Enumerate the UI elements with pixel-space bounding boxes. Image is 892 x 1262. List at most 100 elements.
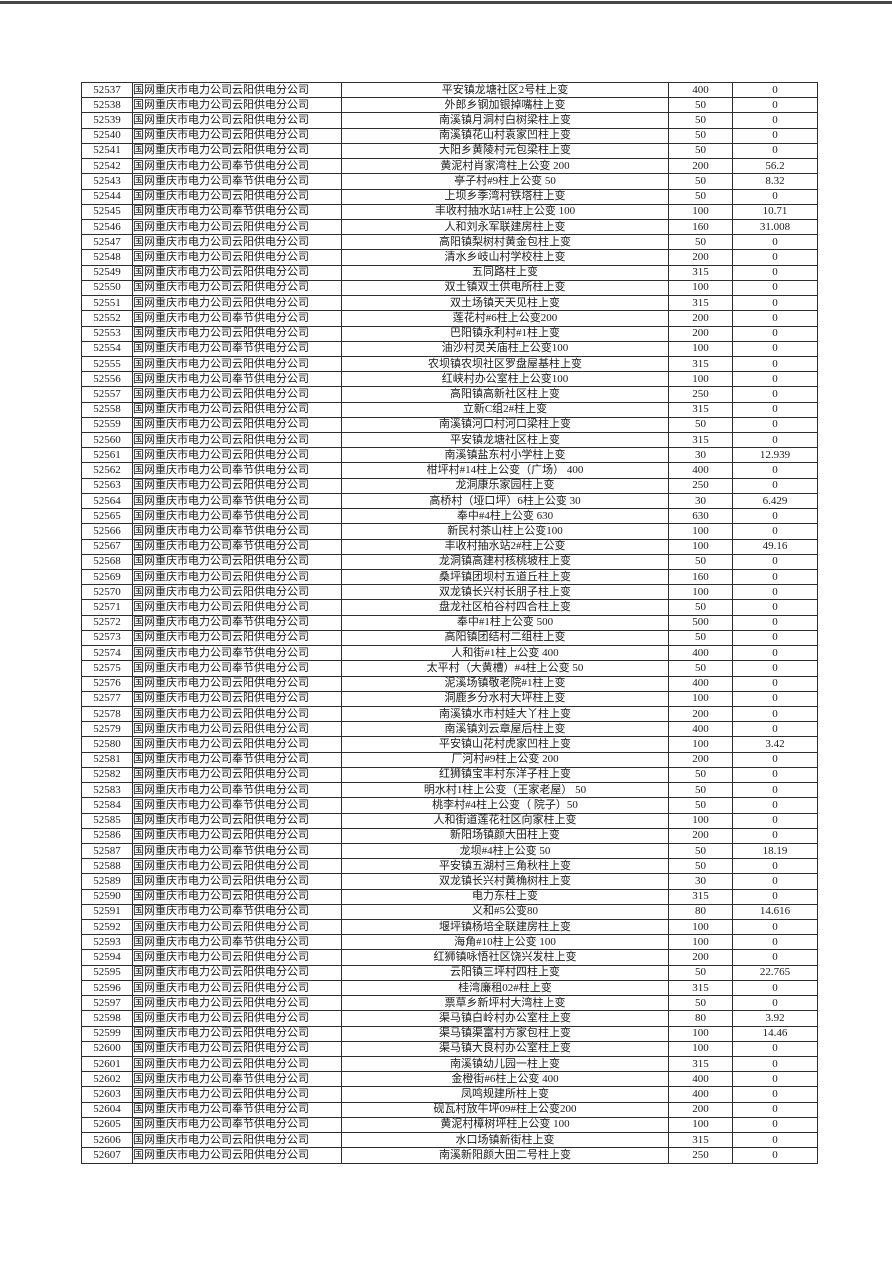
capacity-cell: 315: [668, 432, 733, 449]
value-cell: 0: [732, 675, 818, 692]
capacity-cell: 200: [668, 158, 733, 175]
station-name-cell: 平安镇五湖村三角秋柱上变: [341, 858, 669, 875]
row-id-cell: 52569: [81, 568, 133, 586]
table-body: 52537 国网重庆市电力公司云阳供电分公司 平安镇龙塘社区2号柱上变 400 0 525…: [81, 81, 818, 1164]
table-row: 52602 国网重庆市电力公司奉节供电分公司 金橙街#6柱上公变 400 400 0: [81, 1071, 818, 1088]
row-id-cell: 52573: [81, 629, 133, 647]
company-cell: 国网重庆市电力公司奉节供电分公司: [132, 173, 342, 190]
station-name-cell: 五同路柱上变: [341, 264, 669, 281]
value-cell: 0: [732, 660, 818, 677]
capacity-cell: 500: [668, 614, 733, 631]
row-id-cell: 52541: [81, 142, 133, 160]
station-name-cell: 高阳镇团结村二组柱上变: [341, 629, 669, 647]
table-row: 52559 国网重庆市电力公司云阳供电分公司 南溪镇河口村河口梁柱上变 50 0: [81, 416, 818, 434]
value-cell: 3.42: [732, 736, 818, 753]
row-id-cell: 52542: [81, 158, 133, 175]
table-row: 52551 国网重庆市电力公司云阳供电分公司 双土场镇天天见柱上变 315 0: [81, 295, 818, 312]
value-cell: 0: [732, 858, 818, 875]
station-name-cell: 人和刘永军联建房柱上变: [341, 218, 669, 236]
company-cell: 国网重庆市电力公司奉节供电分公司: [132, 934, 342, 951]
company-cell: 国网重庆市电力公司奉节供电分公司: [132, 340, 342, 357]
station-name-cell: 高桥村（垭口坪）6柱上公变 30: [341, 492, 669, 510]
value-cell: 0: [732, 888, 818, 905]
table-row: 52605 国网重庆市电力公司奉节供电分公司 黄泥村樟树坪柱上公变 100 100 0: [81, 1116, 818, 1134]
table-row: 52596 国网重庆市电力公司云阳供电分公司 桂湾廉租02#柱上变 315 0: [81, 979, 818, 997]
table-row: 52560 国网重庆市电力公司云阳供电分公司 平安镇龙塘社区柱上变 315 0: [81, 432, 818, 449]
row-id-cell: 52557: [81, 386, 133, 403]
capacity-cell: 315: [668, 888, 733, 905]
value-cell: 0: [732, 1147, 818, 1164]
station-name-cell: 黄泥村樟树坪柱上公变 100: [341, 1116, 669, 1134]
company-cell: 国网重庆市电力公司云阳供电分公司: [132, 432, 342, 449]
station-name-cell: 龙洞镇高建村核桃坡柱上变: [341, 553, 669, 571]
capacity-cell: 100: [668, 1116, 733, 1134]
table-row: 52542 国网重庆市电力公司奉节供电分公司 黄泥村肖家湾柱上公变 200 200 56…: [81, 158, 818, 175]
capacity-cell: 200: [668, 705, 733, 723]
capacity-cell: 100: [668, 812, 733, 829]
table-row: 52590 国网重庆市电力公司云阳供电分公司 电力东柱上变 315 0: [81, 888, 818, 905]
value-cell: 0: [732, 249, 818, 266]
station-name-cell: 双土镇双土供电所柱上变: [341, 279, 669, 297]
station-name-cell: 砚瓦村放牛坪09#柱上公变200: [341, 1101, 669, 1118]
capacity-cell: 80: [668, 1010, 733, 1027]
capacity-cell: 400: [668, 721, 733, 738]
row-id-cell: 52555: [81, 355, 133, 373]
power-transformer-table: 52537 国网重庆市电力公司云阳供电分公司 平安镇龙塘社区2号柱上变 400 0 525…: [81, 81, 818, 1164]
company-cell: 国网重庆市电力公司奉节供电分公司: [132, 1116, 342, 1134]
company-cell: 国网重庆市电力公司云阳供电分公司: [132, 919, 342, 936]
row-id-cell: 52568: [81, 553, 133, 571]
value-cell: 0: [732, 386, 818, 403]
value-cell: 0: [732, 705, 818, 723]
value-cell: 3.92: [732, 1010, 818, 1027]
station-name-cell: 南溪镇河口村河口梁柱上变: [341, 416, 669, 434]
row-id-cell: 52594: [81, 949, 133, 966]
value-cell: 0: [732, 751, 818, 768]
value-cell: 0: [732, 645, 818, 662]
station-name-cell: 南溪镇花山村袁家凹柱上变: [341, 127, 669, 144]
value-cell: 0: [732, 1116, 818, 1134]
value-cell: 0: [732, 1040, 818, 1058]
value-cell: 0: [732, 797, 818, 814]
station-name-cell: 渠马镇白岭村办公室柱上变: [341, 1010, 669, 1027]
table-row: 52545 国网重庆市电力公司奉节供电分公司 丰收村抽水站1#柱上公变 100 100…: [81, 203, 818, 220]
table-row: 52607 国网重庆市电力公司云阳供电分公司 南溪新阳颜大田二号柱上变 250 0: [81, 1147, 818, 1164]
company-cell: 国网重庆市电力公司云阳供电分公司: [132, 1086, 342, 1103]
station-name-cell: 新阳场镇颜大田柱上变: [341, 827, 669, 844]
table-row: 52595 国网重庆市电力公司云阳供电分公司 云阳镇三坪村四柱上变 50 22.765: [81, 964, 818, 981]
row-id-cell: 52540: [81, 127, 133, 144]
capacity-cell: 80: [668, 903, 733, 921]
company-cell: 国网重庆市电力公司奉节供电分公司: [132, 903, 342, 921]
value-cell: 0: [732, 827, 818, 844]
station-name-cell: 南溪新阳颜大田二号柱上变: [341, 1147, 669, 1164]
capacity-cell: 100: [668, 736, 733, 753]
company-cell: 国网重庆市电力公司云阳供电分公司: [132, 142, 342, 160]
capacity-cell: 100: [668, 538, 733, 555]
capacity-cell: 400: [668, 1086, 733, 1103]
value-cell: 0: [732, 523, 818, 540]
value-cell: 0: [732, 127, 818, 144]
table-row: 52591 国网重庆市电力公司奉节供电分公司 义和#5公变80 80 14.616: [81, 903, 818, 921]
capacity-cell: 250: [668, 386, 733, 403]
value-cell: 0: [732, 81, 818, 99]
table-row: 52584 国网重庆市电力公司奉节供电分公司 桃李村#4柱上公变（ 院子）50 50 0: [81, 797, 818, 814]
station-name-cell: 渠马镇大良村办公室柱上变: [341, 1040, 669, 1058]
company-cell: 国网重庆市电力公司云阳供电分公司: [132, 629, 342, 647]
value-cell: 0: [732, 934, 818, 951]
capacity-cell: 50: [668, 766, 733, 784]
row-id-cell: 52603: [81, 1086, 133, 1103]
value-cell: 0: [732, 1055, 818, 1073]
company-cell: 国网重庆市电力公司云阳供电分公司: [132, 873, 342, 890]
station-name-cell: 渠马镇渠富村方家包柱上变: [341, 1025, 669, 1042]
row-id-cell: 52566: [81, 523, 133, 540]
value-cell: 6.429: [732, 492, 818, 510]
company-cell: 国网重庆市电力公司云阳供电分公司: [132, 386, 342, 403]
company-cell: 国网重庆市电力公司奉节供电分公司: [132, 310, 342, 327]
station-name-cell: 巴阳镇永利村#1柱上变: [341, 325, 669, 342]
value-cell: 0: [732, 979, 818, 997]
table-row: 52546 国网重庆市电力公司云阳供电分公司 人和刘永军联建房柱上变 160 31.00…: [81, 218, 818, 236]
capacity-cell: 200: [668, 310, 733, 327]
company-cell: 国网重庆市电力公司云阳供电分公司: [132, 447, 342, 464]
station-name-cell: 丰收村抽水站1#柱上公变 100: [341, 203, 669, 220]
table-row: 52581 国网重庆市电力公司奉节供电分公司 厂河村#9柱上公变 200 200 0: [81, 751, 818, 768]
capacity-cell: 50: [668, 599, 733, 616]
